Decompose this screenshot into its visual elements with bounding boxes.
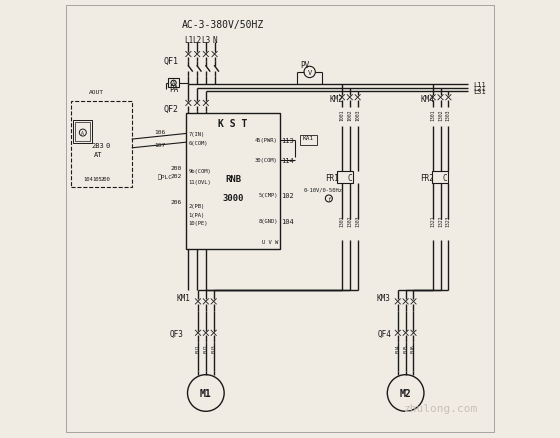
Text: C: C xyxy=(442,173,447,182)
Text: 104: 104 xyxy=(282,218,294,224)
Bar xyxy=(168,79,179,88)
Text: 104: 104 xyxy=(83,177,93,181)
Text: 200: 200 xyxy=(101,177,110,181)
Text: 1001: 1001 xyxy=(339,109,344,120)
Text: KM4: KM4 xyxy=(421,94,435,103)
Text: 114: 114 xyxy=(282,157,294,163)
Text: 0: 0 xyxy=(105,143,109,149)
Text: 1302: 1302 xyxy=(438,109,443,120)
Text: 113: 113 xyxy=(282,138,294,144)
Text: 11(OVL): 11(OVL) xyxy=(188,180,211,184)
Text: 2(PB): 2(PB) xyxy=(188,203,204,208)
Text: 10(PE): 10(PE) xyxy=(188,221,208,226)
Text: 7(IN): 7(IN) xyxy=(188,132,204,137)
Text: 3000: 3000 xyxy=(222,193,244,202)
Text: zhulong.com: zhulong.com xyxy=(404,403,479,413)
Text: 1303: 1303 xyxy=(446,109,451,120)
Text: 5(CMP): 5(CMP) xyxy=(258,193,278,198)
Text: PA: PA xyxy=(169,85,178,94)
Text: M2: M2 xyxy=(400,388,412,398)
Text: 9b(COM): 9b(COM) xyxy=(188,169,211,173)
Text: QF4: QF4 xyxy=(378,329,391,339)
Text: f: f xyxy=(327,197,330,201)
Text: 1(PA): 1(PA) xyxy=(188,212,204,217)
Text: A: A xyxy=(81,131,84,136)
Text: QF1: QF1 xyxy=(164,57,179,66)
Text: L31: L31 xyxy=(473,89,486,95)
Text: 202: 202 xyxy=(171,174,182,179)
Bar xyxy=(76,123,90,142)
Text: RNB: RNB xyxy=(225,174,241,184)
Text: 107: 107 xyxy=(154,142,165,148)
Text: L11: L11 xyxy=(473,82,486,88)
Text: FU1: FU1 xyxy=(195,344,200,353)
Text: QF2: QF2 xyxy=(164,105,179,114)
Bar xyxy=(300,135,317,146)
Text: 206: 206 xyxy=(171,200,182,205)
Text: KA1: KA1 xyxy=(303,136,314,141)
Text: 0-10V/0-50Hz: 0-10V/0-50Hz xyxy=(304,187,343,192)
Text: FR1: FR1 xyxy=(325,173,339,182)
Text: L21: L21 xyxy=(473,85,486,92)
Text: FU2: FU2 xyxy=(203,344,208,353)
Text: L3: L3 xyxy=(201,36,211,45)
Text: 去PLC: 去PLC xyxy=(158,173,173,179)
Bar xyxy=(337,172,353,184)
Text: FU5: FU5 xyxy=(403,344,408,353)
Text: L2: L2 xyxy=(193,36,202,45)
Text: N: N xyxy=(212,36,217,45)
Text: 2B3: 2B3 xyxy=(91,143,104,149)
Text: 200: 200 xyxy=(171,165,182,170)
Text: AC-3-380V/50HZ: AC-3-380V/50HZ xyxy=(182,20,264,30)
Text: 30(COM): 30(COM) xyxy=(255,158,278,163)
Text: KM2: KM2 xyxy=(330,94,344,103)
Text: 1301: 1301 xyxy=(430,109,435,120)
Text: QF3: QF3 xyxy=(169,329,183,339)
Text: FU6: FU6 xyxy=(411,344,416,353)
Bar xyxy=(432,172,449,184)
Text: A: A xyxy=(172,81,175,86)
Text: 106: 106 xyxy=(154,130,165,134)
Text: 1321: 1321 xyxy=(430,215,435,226)
Text: FR2: FR2 xyxy=(421,173,435,182)
Text: FU4: FU4 xyxy=(395,344,400,353)
Text: 1302: 1302 xyxy=(347,215,352,226)
Text: PV: PV xyxy=(300,60,309,69)
Text: 1002: 1002 xyxy=(347,109,352,120)
Text: K S T: K S T xyxy=(218,118,248,128)
Bar xyxy=(72,102,132,187)
Text: 6(COM): 6(COM) xyxy=(188,140,208,145)
Text: 1003: 1003 xyxy=(355,109,360,120)
Text: AOUT: AOUT xyxy=(89,90,104,95)
Text: 105: 105 xyxy=(92,177,102,181)
Text: 1322: 1322 xyxy=(438,215,443,226)
Text: L1: L1 xyxy=(184,36,193,45)
Text: C: C xyxy=(348,173,352,182)
Text: V: V xyxy=(307,70,312,76)
Text: 102: 102 xyxy=(282,192,294,198)
Text: 8(GND): 8(GND) xyxy=(258,219,278,224)
Text: 1303: 1303 xyxy=(355,215,360,226)
Text: M1: M1 xyxy=(200,388,212,398)
Text: U V W: U V W xyxy=(262,239,278,244)
Text: 1323: 1323 xyxy=(446,215,451,226)
Text: 1301: 1301 xyxy=(339,215,344,226)
Text: KM3: KM3 xyxy=(376,294,390,303)
Text: 45(PWR): 45(PWR) xyxy=(255,138,278,143)
Bar xyxy=(73,120,92,144)
Bar xyxy=(186,114,280,250)
Text: FU3: FU3 xyxy=(211,344,216,353)
Text: KM1: KM1 xyxy=(176,294,190,303)
Text: AT: AT xyxy=(94,152,102,158)
